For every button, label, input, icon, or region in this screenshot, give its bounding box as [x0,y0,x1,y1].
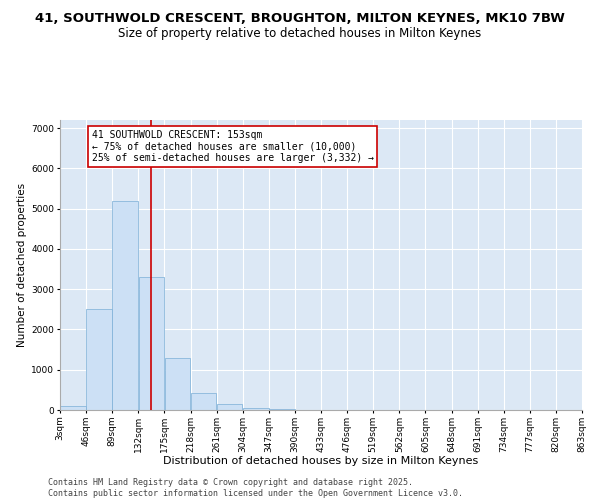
Bar [191,392,217,410]
Text: Contains HM Land Registry data © Crown copyright and database right 2025.
Contai: Contains HM Land Registry data © Crown c… [48,478,463,498]
X-axis label: Distribution of detached houses by size in Milton Keynes: Distribution of detached houses by size … [163,456,479,466]
Bar [112,200,138,410]
Bar [139,277,164,410]
Text: 41, SOUTHWOLD CRESCENT, BROUGHTON, MILTON KEYNES, MK10 7BW: 41, SOUTHWOLD CRESCENT, BROUGHTON, MILTO… [35,12,565,26]
Bar [243,408,269,410]
Bar [86,310,112,410]
Y-axis label: Number of detached properties: Number of detached properties [17,183,27,347]
Bar [217,404,242,410]
Bar [164,358,190,410]
Text: 41 SOUTHWOLD CRESCENT: 153sqm
← 75% of detached houses are smaller (10,000)
25% : 41 SOUTHWOLD CRESCENT: 153sqm ← 75% of d… [92,130,374,164]
Bar [60,406,86,410]
Text: Size of property relative to detached houses in Milton Keynes: Size of property relative to detached ho… [118,28,482,40]
